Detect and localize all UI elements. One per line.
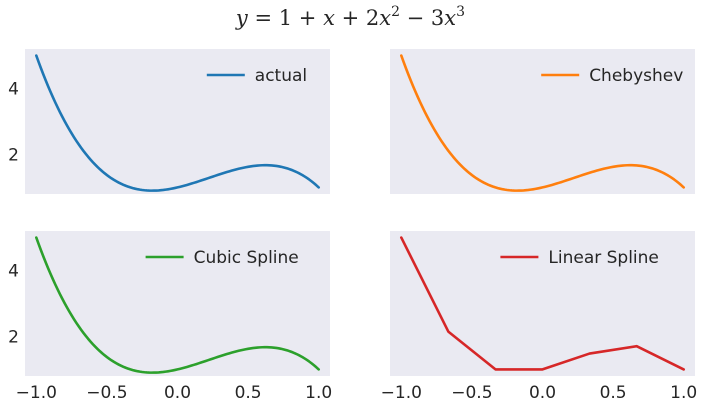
legend-label: actual [255, 66, 307, 86]
y-tick-label: 2 [8, 327, 19, 347]
subplot-2: Chebyshev [390, 49, 695, 194]
legend-label: Linear Spline [548, 248, 659, 268]
x-tick-label: −1.0 [381, 383, 422, 403]
subplot-1: actual 2 4 [8, 49, 330, 194]
series-line-cubic-spline [35, 236, 320, 374]
x-tick-label: 0.0 [164, 383, 191, 403]
x-tick-label: 0.5 [600, 383, 627, 403]
x-tick-label: −1.0 [16, 383, 57, 403]
plot-area [390, 231, 695, 376]
legend-label: Chebyshev [589, 66, 683, 86]
legend-label: Cubic Spline [194, 248, 299, 268]
x-tick-label: 0.5 [235, 383, 262, 403]
subplot-3: Cubic Spline 2 4 −1.0 −0.5 0.0 0.5 1.0 [8, 231, 332, 403]
plot-area [25, 231, 330, 376]
plot-area [390, 49, 695, 194]
x-tick-label: 0.0 [529, 383, 556, 403]
x-tick-label: −0.5 [451, 383, 492, 403]
series-line-chebyshev [400, 54, 685, 192]
y-tick-label: 4 [8, 262, 19, 282]
y-tick-label: 4 [8, 80, 19, 100]
plot-area [25, 49, 330, 194]
y-tick-label: 2 [8, 145, 19, 165]
subplot-4: Linear Spline −1.0 −0.5 0.0 0.5 1.0 [381, 231, 697, 403]
figure-title: y = 1 + x + 2x2 − 3x3 [235, 4, 466, 30]
x-tick-label: −0.5 [86, 383, 127, 403]
series-line-linear-spline [400, 236, 685, 371]
series-line-actual [35, 54, 320, 192]
x-tick-label: 1.0 [305, 383, 332, 403]
x-tick-label: 1.0 [670, 383, 697, 403]
